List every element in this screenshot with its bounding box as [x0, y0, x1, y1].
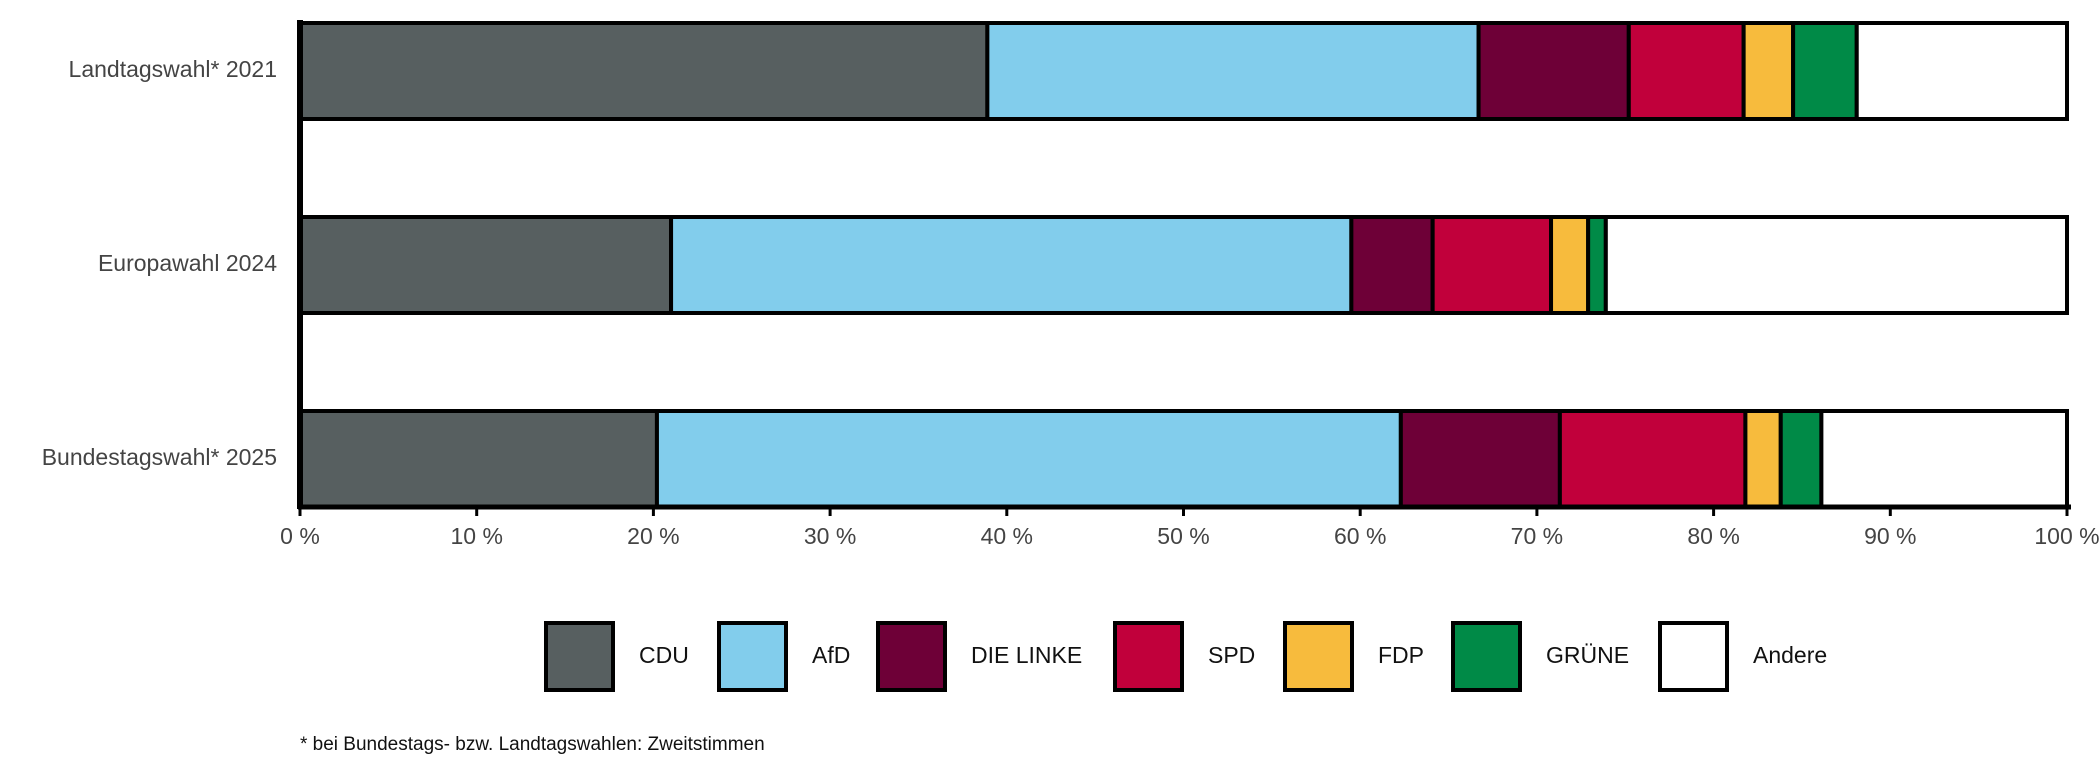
- bar-segment: [1586, 215, 1608, 315]
- x-tick-label: 30 %: [804, 523, 856, 549]
- bar-segment: [1557, 409, 1748, 509]
- x-tick-label: 50 %: [1157, 523, 1209, 549]
- bar-segment: [1476, 21, 1631, 121]
- bar-segment: [1778, 409, 1824, 509]
- legend-swatch: [1113, 621, 1184, 692]
- legend-swatch: [876, 621, 947, 692]
- x-tick-label: 100 %: [2034, 523, 2099, 549]
- legend-swatch: [717, 621, 788, 692]
- bar-segment: [1854, 21, 2070, 121]
- legend-label: DIE LINKE: [971, 642, 1082, 668]
- legend-swatch: [1658, 621, 1729, 692]
- legend-label: CDU: [639, 642, 689, 668]
- bar-segment: [1549, 215, 1591, 315]
- x-tick-label: 20 %: [627, 523, 679, 549]
- x-tick-label: 80 %: [1687, 523, 1739, 549]
- legend-label: AfD: [812, 642, 850, 668]
- bar-segment: [1743, 409, 1783, 509]
- legend-label: Andere: [1753, 642, 1827, 668]
- x-tick-label: 70 %: [1511, 523, 1563, 549]
- bar-segment: [1819, 409, 2069, 509]
- bar-segment: [298, 409, 659, 509]
- y-tick-label: Bundestagswahl* 2025: [42, 444, 277, 470]
- legend-swatch: [544, 621, 615, 692]
- bar-segment: [1349, 215, 1435, 315]
- x-tick-label: 10 %: [450, 523, 502, 549]
- legend-label: SPD: [1208, 642, 1255, 668]
- y-tick-label: Europawahl 2024: [98, 250, 277, 276]
- legend-swatch: [1451, 621, 1522, 692]
- bar-segment: [1398, 409, 1562, 509]
- legend-label: FDP: [1378, 642, 1424, 668]
- bar-segment: [298, 21, 990, 121]
- bar-segment: [298, 215, 674, 315]
- bar-segment: [1791, 21, 1859, 121]
- footnote: * bei Bundestags- bzw. Landtagswahlen: Z…: [300, 734, 765, 755]
- bar-segment: [985, 21, 1481, 121]
- bar-segment: [1626, 21, 1746, 121]
- bar-segment: [654, 409, 1403, 509]
- legend-label: GRÜNE: [1546, 642, 1629, 668]
- bar-segment: [1741, 21, 1796, 121]
- bar-segment: [669, 215, 1354, 315]
- x-tick-label: 40 %: [981, 523, 1033, 549]
- x-tick-label: 0 %: [280, 523, 320, 549]
- bar-segment: [1430, 215, 1554, 315]
- y-tick-label: Landtagswahl* 2021: [69, 56, 277, 82]
- bar-segment: [1603, 215, 2069, 315]
- x-tick-label: 60 %: [1334, 523, 1386, 549]
- legend-swatch: [1283, 621, 1354, 692]
- x-tick-label: 90 %: [1864, 523, 1916, 549]
